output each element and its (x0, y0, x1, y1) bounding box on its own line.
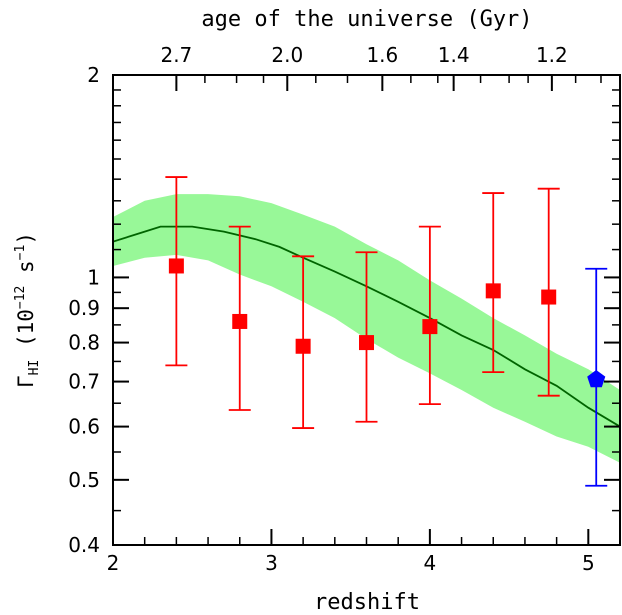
data-point (585, 267, 608, 487)
top-tick-label: 2.7 (160, 43, 192, 67)
y-axis-title: ΓHI (10−12 s−1) (13, 232, 42, 388)
y-axis-units-mid: s (14, 260, 38, 285)
data-point (228, 225, 251, 411)
y-tick-label: 0.9 (68, 296, 100, 320)
plot-frame (112, 74, 621, 546)
y-tick-label: 0.6 (68, 415, 100, 439)
y-axis-exponent-2: −1 (13, 245, 28, 261)
square-marker (422, 319, 438, 335)
square-marker (485, 283, 501, 299)
data-point (482, 192, 505, 374)
y-tick-label: 0.5 (68, 468, 100, 492)
square-marker (168, 258, 184, 274)
top-axis-title-group: age of the universe (Gyr) (201, 7, 532, 32)
top-tick-label: 1.4 (438, 43, 470, 67)
y-axis-units-close: ) (14, 232, 38, 245)
top-tick-label: 2.0 (271, 43, 303, 67)
y-axis-exponent-1: −12 (13, 286, 28, 309)
x-tick-label: 4 (424, 551, 437, 575)
top-axis-title: age of the universe (Gyr) (201, 7, 532, 32)
axis-ticks (112, 74, 621, 546)
x-tick-label: 3 (265, 551, 278, 575)
data-point (292, 255, 315, 429)
y-axis-subscript: HI (27, 360, 42, 376)
top-tick-label: 1.6 (366, 43, 398, 67)
y-tick-label: 0.8 (68, 331, 100, 355)
model-line (113, 225, 620, 428)
data-point (537, 187, 560, 397)
square-marker (295, 338, 311, 354)
y-axis-units-open: (10 (14, 309, 38, 360)
top-tick-labels: 2.7 2.0 1.6 1.4 1.2 (160, 43, 567, 67)
x-tick-label: 2 (107, 551, 120, 575)
top-tick-label: 1.2 (536, 43, 568, 67)
y-tick-label: 0.4 (68, 533, 100, 557)
square-marker (541, 289, 557, 305)
x-axis-title: redshift (314, 590, 420, 615)
data-point (355, 251, 378, 423)
x-tick-label: 5 (582, 551, 595, 575)
y-tick-labels: 0.4 0.5 0.6 0.7 0.8 0.9 1 2 (68, 63, 100, 557)
data-points (165, 176, 608, 487)
square-marker (232, 313, 248, 329)
data-point (165, 176, 188, 367)
y-tick-label: 1 (87, 265, 100, 289)
y-tick-label: 0.7 (68, 370, 100, 394)
square-marker (359, 335, 374, 351)
x-tick-labels: 2 3 4 5 (107, 551, 595, 575)
pentagon-marker (587, 370, 606, 388)
data-point (418, 225, 441, 406)
y-tick-label: 2 (87, 63, 100, 87)
y-axis-symbol: Γ (14, 375, 38, 388)
